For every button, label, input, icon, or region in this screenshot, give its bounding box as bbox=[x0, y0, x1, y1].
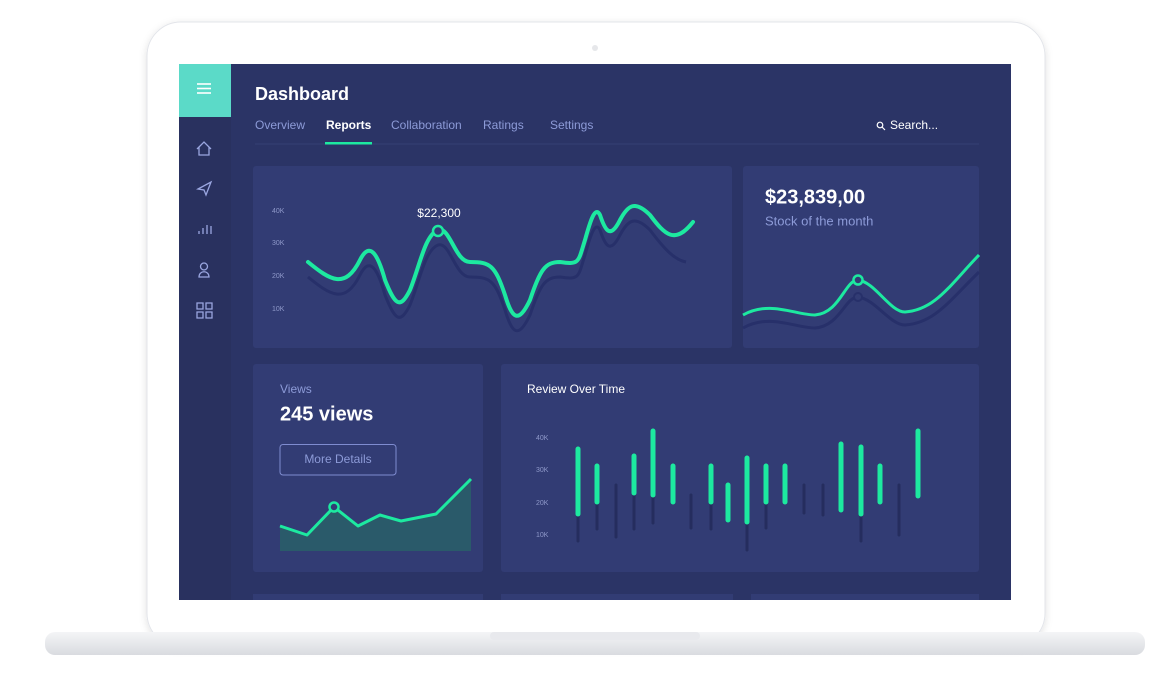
base-notch bbox=[490, 632, 700, 640]
tab[interactable]: Collaboration bbox=[391, 118, 462, 132]
search-lens bbox=[876, 121, 884, 129]
sales-line bbox=[306, 204, 695, 318]
details-button[interactable] bbox=[279, 444, 397, 476]
y-tick-label: 10K bbox=[272, 306, 285, 313]
sidebar bbox=[179, 64, 231, 600]
y-tick-label: 40K bbox=[272, 208, 285, 215]
stock-label: Stock of the month bbox=[765, 213, 873, 228]
stats-icon[interactable] bbox=[198, 225, 212, 234]
y-tick-label: 30K bbox=[536, 467, 549, 474]
tab[interactable]: Ratings bbox=[483, 118, 524, 132]
camera bbox=[592, 45, 598, 51]
y-tick-label: 10K bbox=[536, 532, 549, 539]
send-icon[interactable] bbox=[196, 180, 213, 197]
review-title: Review Over Time bbox=[527, 382, 625, 396]
grid-icon[interactable] bbox=[196, 302, 213, 319]
hamburger-icon bbox=[197, 83, 211, 94]
tab-active[interactable]: Reports bbox=[326, 118, 372, 132]
sales-card bbox=[253, 166, 732, 348]
card-partial bbox=[253, 594, 483, 600]
user-icon[interactable] bbox=[198, 262, 210, 278]
laptop-base bbox=[45, 632, 1145, 655]
card-partial bbox=[501, 594, 733, 600]
search-icon bbox=[876, 121, 886, 131]
tab[interactable]: Overview bbox=[255, 118, 305, 132]
menu-button[interactable] bbox=[179, 64, 231, 117]
button-label: More Details bbox=[304, 452, 371, 466]
stock-marker-shadow bbox=[853, 292, 863, 302]
sales-marker[interactable] bbox=[431, 224, 445, 238]
page-title: Dashboard bbox=[255, 84, 349, 104]
stock-marker[interactable] bbox=[852, 274, 864, 286]
marker-label: $22,300 bbox=[417, 206, 461, 220]
y-tick-label: 20K bbox=[272, 273, 285, 280]
views-area bbox=[280, 479, 471, 551]
review-bars bbox=[575, 428, 921, 552]
y-tick-label: 20K bbox=[536, 500, 549, 507]
y-tick-label: 40K bbox=[536, 435, 549, 442]
sales-line-shadow bbox=[307, 219, 687, 332]
tab[interactable]: Settings bbox=[550, 118, 593, 132]
views-line bbox=[279, 477, 473, 537]
search-handle bbox=[881, 126, 886, 131]
tab-underline bbox=[325, 142, 372, 145]
search-input[interactable]: Search... bbox=[890, 118, 938, 132]
y-tick-label: 30K bbox=[272, 240, 285, 247]
stock-card bbox=[743, 166, 979, 348]
home-icon[interactable] bbox=[196, 141, 212, 156]
card-partial bbox=[751, 594, 979, 600]
views-value: 245 views bbox=[280, 403, 373, 425]
views-title: Views bbox=[280, 382, 312, 396]
views-marker[interactable] bbox=[328, 501, 340, 513]
stock-value: $23,839,00 bbox=[765, 186, 865, 208]
